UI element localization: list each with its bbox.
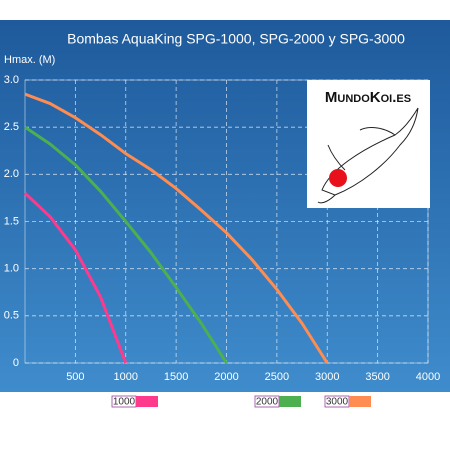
x-tick-label: 4000 xyxy=(416,371,440,383)
x-tick-label: 1000 xyxy=(114,371,138,383)
logo-box xyxy=(307,80,430,208)
x-tick-label: 500 xyxy=(66,371,84,383)
legend-label: 3000 xyxy=(326,397,349,408)
x-tick-label: 2500 xyxy=(265,371,289,383)
series-line xyxy=(24,92,329,364)
koi-drawing xyxy=(317,107,419,204)
series-line xyxy=(24,125,228,364)
plot: 0 0.5 1.0 1.5 2.0 2.5 3.0 500 1000 1500 2000 2500 30… xyxy=(4,74,441,383)
y-tick-label: 0 xyxy=(13,357,19,369)
legend-label: 2000 xyxy=(256,397,279,408)
y-tick-label: 1.0 xyxy=(4,263,19,275)
x-tick-label: 3500 xyxy=(365,371,389,383)
koi-spot xyxy=(329,169,347,187)
chart-title: Bombas AquaKing SPG-1000, SPG-2000 y SPG… xyxy=(67,31,405,47)
legend-swatch xyxy=(349,396,371,407)
x-tick-label: 2000 xyxy=(214,371,238,383)
y-axis-title: Hmax. (M) xyxy=(4,54,55,66)
y-tick-label: 2.5 xyxy=(4,121,19,133)
x-tick-label: 3000 xyxy=(315,371,339,383)
logo: MundoKoi.es xyxy=(307,80,430,208)
y-tick-label: 3.0 xyxy=(4,74,19,86)
legend-swatch xyxy=(279,396,301,407)
y-tick-label: 1.5 xyxy=(4,215,19,227)
legend-swatch xyxy=(136,396,158,407)
legend-label: 1000 xyxy=(113,397,136,408)
x-tick-label: 1500 xyxy=(164,371,188,383)
y-tick-label: 2.0 xyxy=(4,168,19,180)
logo-text: MundoKoi.es xyxy=(325,89,411,106)
y-tick-label: 0.5 xyxy=(4,310,19,322)
series-line xyxy=(23,192,128,364)
